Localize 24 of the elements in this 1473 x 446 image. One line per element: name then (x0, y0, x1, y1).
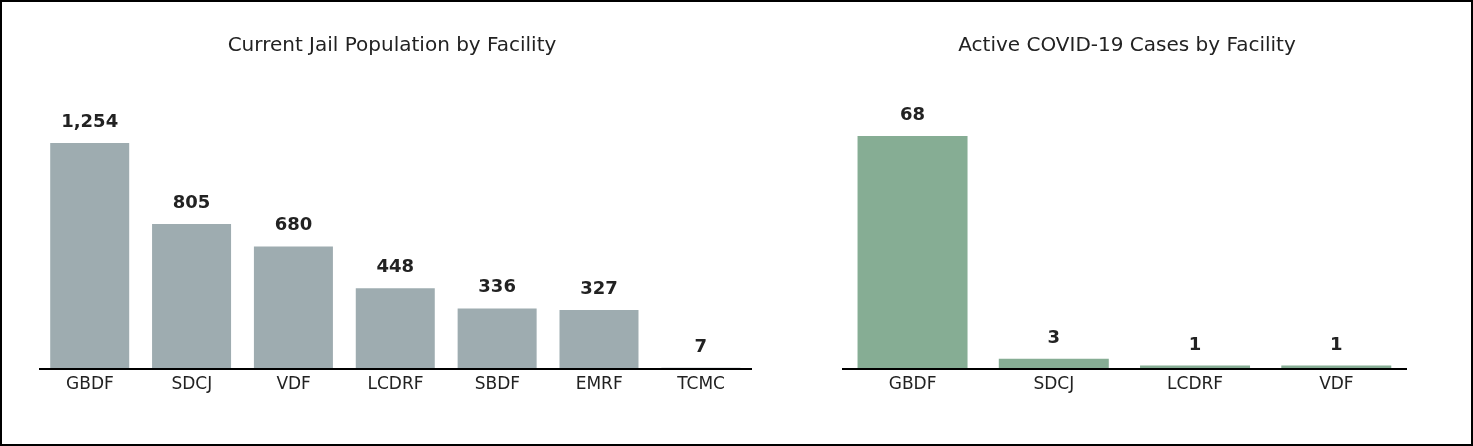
x-tick-label: TCMC (676, 373, 725, 394)
data-label: 805 (172, 190, 211, 212)
data-label: 1,254 (61, 110, 119, 131)
data-label: 680 (274, 213, 313, 235)
x-tick-label: GBDF (66, 373, 114, 394)
x-tick-label: VDF (1319, 373, 1354, 394)
data-label: 68 (900, 103, 926, 124)
data-label: 1 (1330, 332, 1343, 354)
data-label: 448 (376, 255, 415, 277)
x-tick-label: SBDF (474, 373, 521, 394)
chart-title: Current Jail Population by Facility (226, 32, 558, 58)
x-tick-label: LCDRF (367, 373, 424, 394)
data-label: 1 (1188, 332, 1202, 354)
x-tick-label: EMRF (575, 373, 623, 394)
x-tick-label: SDCJ (171, 373, 213, 394)
x-tick-label: LCDRF (1167, 373, 1224, 394)
x-tick-label: GBDF (888, 373, 937, 394)
x-tick-label: SDCJ (1033, 373, 1075, 394)
chart-title: Active COVID-19 Cases by Facility (957, 32, 1297, 58)
data-label: 7 (694, 334, 708, 356)
data-label: 3 (1047, 325, 1061, 347)
x-tick-label: VDF (276, 373, 311, 394)
data-label: 336 (478, 275, 516, 297)
data-label: 327 (580, 277, 618, 299)
